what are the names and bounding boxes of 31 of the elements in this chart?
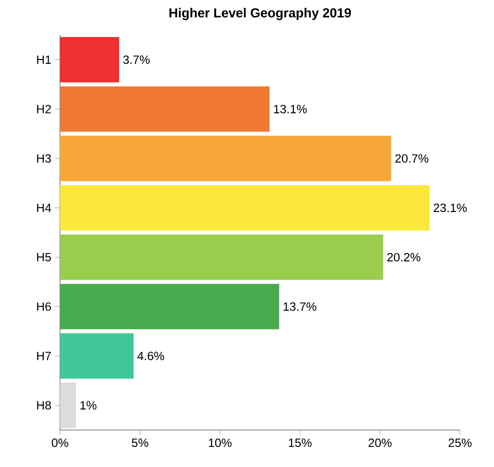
bar (60, 284, 280, 330)
bar (60, 382, 76, 428)
data-label: 3.7% (123, 55, 150, 64)
y-tick-label: H6 (37, 302, 51, 311)
data-label: 4.6% (137, 352, 164, 360)
bar (60, 36, 120, 82)
data-label: 23.1% (434, 204, 467, 212)
x-tick-label: 10% (208, 438, 232, 448)
bar (60, 136, 392, 182)
data-label: 20.2% (387, 252, 420, 262)
y-tick-label: H7 (37, 352, 51, 360)
data-label: 13.7% (284, 302, 316, 311)
y-tick-label: H5 (37, 253, 51, 262)
bar (60, 185, 430, 231)
bar (60, 86, 270, 132)
x-tick-label: 20% (368, 438, 392, 448)
x-tick-label: 5% (132, 438, 148, 447)
y-tick-label: H1 (37, 56, 51, 64)
x-tick-label: 0% (52, 438, 68, 448)
bar (60, 333, 134, 379)
y-tick-label: H3 (37, 154, 51, 163)
data-label: 13.1% (274, 104, 307, 114)
x-tick-label: 15% (288, 438, 312, 447)
y-tick-label: H2 (37, 104, 51, 114)
data-label: 20.7% (395, 154, 428, 163)
x-tick-label: 25% (448, 438, 472, 448)
bar (60, 234, 384, 280)
data-label: 1% (80, 401, 96, 410)
chart-title: Higher Level Geography 2019 (169, 8, 351, 20)
y-tick-label: H8 (37, 401, 51, 410)
y-tick-label: H4 (37, 204, 52, 212)
